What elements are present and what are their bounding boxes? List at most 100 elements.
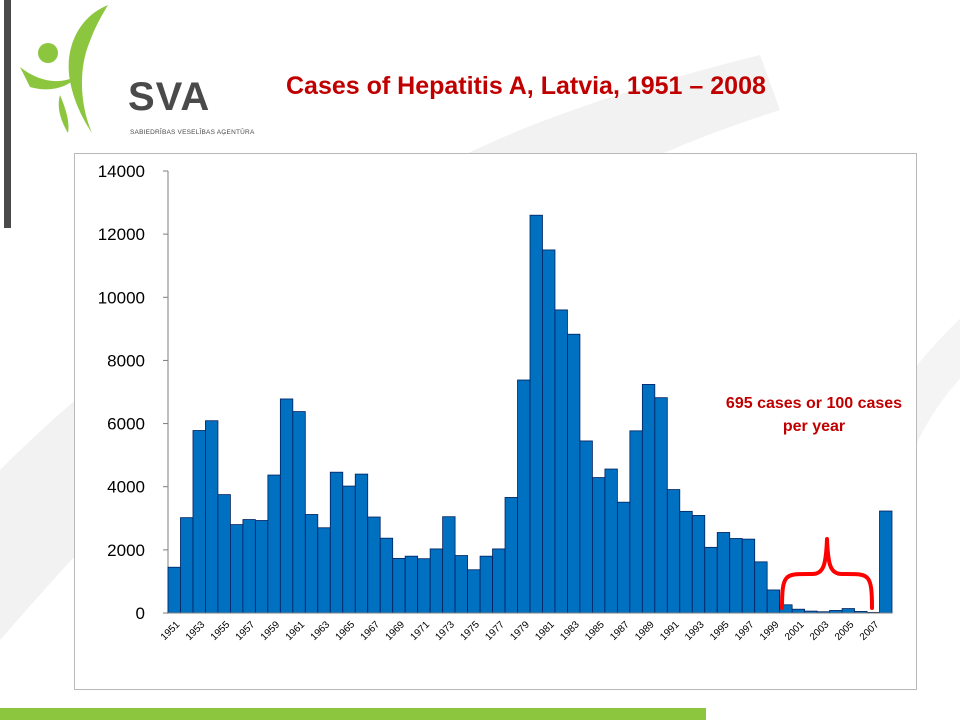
sva-logo: SVA SABIEDRĪBAS VESELĪBAS AĢENTŪRA [20, 5, 254, 140]
bar-1961 [292, 411, 306, 614]
bar-1959 [267, 474, 281, 614]
bar-1994 [704, 546, 718, 614]
bar-1983 [567, 333, 581, 614]
x-tick-label: 2003 [808, 619, 832, 643]
bar-1971 [417, 558, 431, 614]
bar-series [167, 214, 893, 614]
x-tick-label: 1993 [683, 619, 707, 643]
y-tick-label: 4000 [107, 478, 145, 497]
y-axis: 0 2000 4000 6000 8000 10000 12000 14000 [98, 162, 169, 623]
bar-1954 [205, 420, 219, 614]
bar-1988 [629, 430, 643, 614]
bar-1973 [442, 516, 456, 614]
y-tick-label: 10000 [98, 288, 145, 307]
bar-1972 [429, 548, 444, 614]
bar-1965 [342, 485, 356, 614]
bar-1992 [679, 510, 693, 614]
sva-figure-icon [20, 5, 108, 133]
bar-1997 [741, 538, 756, 614]
bar-1953 [192, 430, 206, 614]
bar-1981 [542, 249, 556, 614]
bar-1978 [504, 497, 518, 614]
bar-1975 [467, 569, 481, 614]
y-tick-label: 8000 [107, 351, 145, 370]
x-tick-label: 1997 [733, 619, 757, 643]
bar-1998 [754, 561, 768, 614]
x-tick-label: 1975 [458, 619, 482, 643]
x-tick-label: 1983 [558, 619, 582, 643]
x-tick-label: 1977 [483, 619, 507, 643]
bar-1974 [454, 555, 468, 614]
bar-1960 [279, 398, 294, 614]
bar-1984 [579, 440, 593, 614]
bar-1957 [242, 519, 256, 614]
bar-1952 [180, 517, 194, 614]
left-accent-bar [4, 0, 11, 228]
x-tick-label: 1969 [384, 619, 408, 643]
curly-brace [780, 537, 874, 610]
x-tick-label: 1967 [359, 619, 383, 643]
y-tick-label: 2000 [107, 541, 145, 560]
bar-1991 [666, 489, 681, 614]
bar-1989 [641, 384, 656, 614]
bar-1982 [554, 309, 568, 614]
x-tick-label: 1987 [608, 619, 632, 643]
x-tick-label: 1955 [209, 619, 233, 643]
bar-1955 [217, 494, 231, 614]
chart-frame: 0 2000 4000 6000 8000 10000 12000 14000 1951 195… [74, 153, 917, 690]
x-tick-label: 1965 [334, 619, 358, 643]
bar-1951 [167, 566, 181, 614]
x-tick-label: 2001 [783, 619, 807, 643]
bar-1970 [404, 555, 419, 614]
bar-1964 [329, 471, 344, 614]
x-axis: 1951 1953 1955 1957 1959 1961 1963 1965 1967 1969… [159, 612, 892, 643]
bar-1968 [379, 537, 394, 614]
x-tick-label: 1985 [583, 619, 607, 643]
x-tick-label: 1963 [309, 619, 333, 643]
bar-1990 [654, 397, 668, 614]
bottom-accent-bar [0, 708, 706, 720]
bar-1986 [604, 468, 618, 614]
logo-subtitle: SABIEDRĪBAS VESELĪBAS AĢENTŪRA [130, 129, 255, 136]
bar-1958 [254, 520, 269, 614]
x-tick-label: 2007 [858, 619, 882, 643]
x-tick-label: 1991 [658, 619, 682, 643]
bar-1967 [367, 516, 381, 614]
x-tick-label: 1973 [433, 619, 457, 643]
bar-2008 [879, 510, 893, 614]
bar-2001 [791, 608, 806, 614]
x-tick-label: 1989 [633, 619, 657, 643]
y-tick-label: 0 [136, 604, 145, 623]
bar-1976 [479, 555, 493, 614]
bar-1987 [616, 501, 631, 614]
x-tick-label: 1957 [234, 619, 258, 643]
bar-1963 [317, 527, 331, 614]
x-tick-label: 1961 [284, 619, 308, 643]
y-tick-label: 12000 [98, 225, 145, 244]
bar-1996 [729, 538, 743, 614]
x-tick-label: 1971 [409, 619, 433, 643]
logo-wordmark: SVA [128, 75, 211, 119]
bar-1977 [492, 548, 506, 614]
annotation-note: 695 cases or 100 cases per year [725, 395, 903, 435]
bar-1993 [691, 515, 706, 614]
x-tick-label: 1995 [708, 619, 732, 643]
x-tick-label: 1981 [533, 619, 557, 643]
bar-1980 [529, 214, 543, 614]
x-tick-label: 1999 [758, 619, 782, 643]
bar-1956 [230, 524, 244, 614]
bar-1995 [716, 532, 731, 614]
x-tick-label: 1953 [184, 619, 208, 643]
x-tick-label: 1959 [259, 619, 283, 643]
bar-1979 [517, 379, 531, 614]
x-tick-label: 2005 [833, 619, 857, 643]
chart-title: Cases of Hepatitis A, Latvia, 1951 – 200… [286, 72, 766, 100]
bar-1966 [354, 473, 369, 614]
bar-2005 [841, 608, 855, 614]
x-tick-label: 1951 [159, 619, 183, 643]
x-tick-label: 1979 [508, 619, 532, 643]
y-tick-label: 6000 [107, 415, 145, 434]
bar-1985 [592, 477, 606, 614]
bar-1962 [304, 514, 319, 614]
